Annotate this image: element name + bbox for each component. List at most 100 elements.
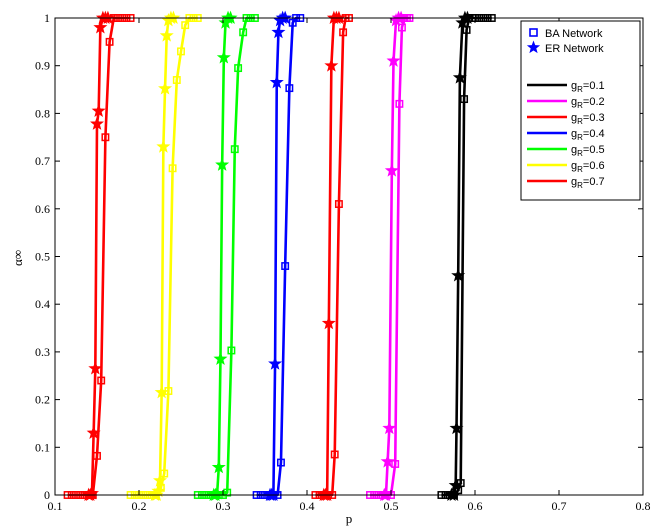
er-star-marker xyxy=(215,157,230,171)
er-star-marker xyxy=(386,53,401,67)
y-tick-label: 0.6 xyxy=(35,202,50,216)
er-star-marker xyxy=(156,139,171,153)
ba-square-marker xyxy=(281,262,290,270)
er-star-marker xyxy=(321,315,336,330)
er-star-marker xyxy=(216,50,231,64)
er-star-marker xyxy=(451,268,466,282)
x-tick-label: 0.3 xyxy=(216,499,231,513)
x-tick-label: 0.5 xyxy=(384,499,399,513)
er-star-marker xyxy=(151,483,166,498)
x-tick-label: 0.1 xyxy=(48,499,63,513)
legend-series-entry: gR=0.1 xyxy=(527,80,605,94)
tick-layer: 0.1 0.2 0.3 0.4 0.5 0.6 0.7 0.800.10.20.30.40.5… xyxy=(35,11,651,513)
er-star-marker xyxy=(448,478,463,492)
er-star-marker xyxy=(394,10,409,24)
er-star-marker xyxy=(382,420,397,435)
legend-square-icon xyxy=(529,28,538,37)
er-star-marker xyxy=(384,163,399,177)
er-star-marker xyxy=(154,385,169,399)
legend-series-label: gR=0.4 xyxy=(571,128,605,142)
er-star-marker xyxy=(90,116,104,130)
er-star-marker xyxy=(320,487,335,501)
x-tick-label: 0.8 xyxy=(636,499,651,513)
y-tick-label: 0.7 xyxy=(35,154,50,168)
ba-square-marker xyxy=(460,95,469,104)
y-tick-label: 0.1 xyxy=(35,440,50,454)
ba-square-marker xyxy=(101,133,110,142)
er-star-marker xyxy=(460,10,475,24)
ba-square-marker xyxy=(168,164,177,173)
legend-box xyxy=(520,20,641,201)
er-star-marker xyxy=(447,487,461,501)
er-star-marker xyxy=(324,58,339,72)
y-tick-label: 0.2 xyxy=(35,393,50,407)
ba-square-marker xyxy=(397,23,406,32)
ba-square-marker xyxy=(285,84,294,93)
er-star-marker xyxy=(153,473,167,487)
ba-square-marker xyxy=(177,47,185,56)
legend-marker-entry: ER Network xyxy=(526,40,604,55)
y-tick-label: 0.3 xyxy=(35,345,50,359)
ba-square-marker xyxy=(223,488,232,497)
legend-series-label: gR=0.6 xyxy=(571,160,605,174)
legend-series-entry: gR=0.2 xyxy=(527,96,605,110)
legend-items: BA Network ER Network gR=0.1 gR=0.2 gR=0.3 gR… xyxy=(526,28,605,190)
legend-series-label: gR=0.3 xyxy=(571,112,605,126)
legend: BA Network ER Network gR=0.1 gR=0.2 gR=0.3 gR… xyxy=(520,20,641,201)
er-star-marker xyxy=(210,486,225,500)
er-star-marker xyxy=(100,10,115,24)
er-star-marker xyxy=(380,454,395,468)
er-star-marker xyxy=(278,10,293,24)
ba-square-marker xyxy=(277,458,285,467)
legend-series-label: gR=0.1 xyxy=(571,80,605,94)
x-axis-label: p xyxy=(346,511,353,526)
y-tick-label: 1 xyxy=(44,11,50,25)
er-star-marker xyxy=(271,24,286,39)
legend-marker-entry: BA Network xyxy=(529,28,603,40)
er-star-marker xyxy=(268,356,283,370)
er-star-marker xyxy=(159,28,174,42)
ba-square-marker xyxy=(462,25,471,34)
legend-series-label: gR=0.2 xyxy=(571,96,605,110)
legend-series-entry: gR=0.5 xyxy=(527,144,605,158)
y-tick-label: 0.4 xyxy=(35,297,50,311)
y-tick-label: 0.8 xyxy=(35,106,50,120)
er-star-marker xyxy=(158,81,173,95)
ba-square-marker xyxy=(239,28,248,37)
ba-square-marker xyxy=(227,346,236,355)
ba-square-marker xyxy=(181,21,190,30)
er-star-marker xyxy=(331,10,346,24)
er-star-marker xyxy=(452,70,467,84)
x-tick-label: 0.7 xyxy=(552,499,567,513)
ba-square-marker xyxy=(97,376,106,385)
er-star-marker xyxy=(449,420,464,435)
ba-square-marker xyxy=(230,145,239,154)
ba-square-marker xyxy=(395,99,404,108)
er-star-marker xyxy=(266,487,281,501)
er-star-marker xyxy=(166,10,181,24)
x-tick-label: 0.4 xyxy=(300,499,315,513)
er-star-marker xyxy=(223,10,238,24)
x-tick-label: 0.6 xyxy=(468,499,483,513)
er-star-marker xyxy=(211,459,226,474)
legend-series-label: gR=0.5 xyxy=(571,144,605,158)
er-star-marker xyxy=(213,351,228,366)
er-star-marker xyxy=(91,103,106,117)
ba-square-marker xyxy=(334,200,343,208)
ba-square-marker xyxy=(339,28,348,37)
ba-square-marker xyxy=(234,64,243,73)
er-star-marker xyxy=(88,361,103,375)
x-tick-label: 0.2 xyxy=(132,499,147,513)
legend-label: ER Network xyxy=(545,43,604,55)
y-tick-label: 0 xyxy=(44,488,50,502)
er-star-marker xyxy=(84,486,99,500)
legend-series-entry: gR=0.7 xyxy=(527,176,605,190)
legend-series-entry: gR=0.3 xyxy=(527,112,605,126)
ba-square-marker xyxy=(160,469,169,478)
ba-square-marker xyxy=(391,460,400,468)
legend-series-label: gR=0.7 xyxy=(571,176,605,190)
ba-square-marker xyxy=(172,76,181,84)
y-axis-label: α∞ xyxy=(10,250,25,266)
y-tick-label: 0.9 xyxy=(35,59,50,73)
